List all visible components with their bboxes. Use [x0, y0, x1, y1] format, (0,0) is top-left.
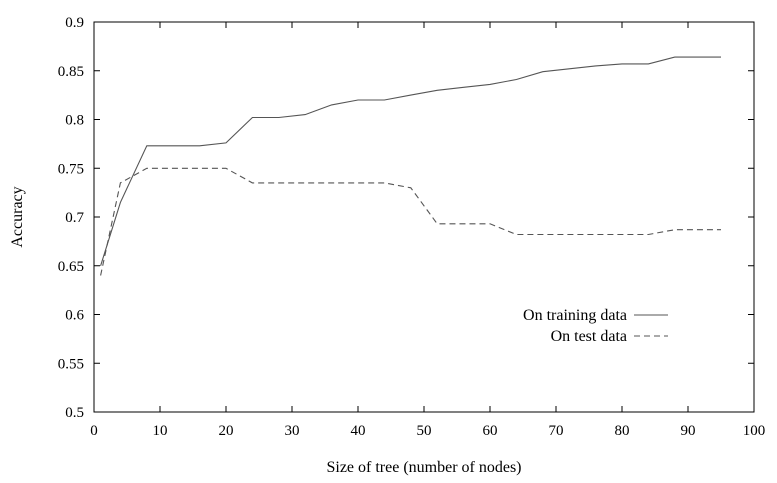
series-layer — [100, 56, 721, 276]
x-tick-label: 50 — [417, 423, 432, 439]
x-tick-label: 70 — [549, 423, 564, 439]
x-axis-label: Size of tree (number of nodes) — [326, 459, 521, 476]
y-tick-label: 0.65 — [58, 259, 84, 275]
y-tick-label: 0.5 — [65, 405, 84, 421]
y-tick-label: 0.55 — [58, 356, 84, 372]
series-line-test — [100, 167, 721, 276]
x-tick-label: 40 — [351, 423, 366, 439]
x-tick-label: 0 — [90, 423, 98, 439]
y-axis-label: Accuracy — [9, 186, 26, 247]
y-tick-label: 0.9 — [65, 15, 84, 31]
x-tick-label: 30 — [285, 423, 300, 439]
y-tick-label: 0.8 — [65, 113, 84, 129]
x-tick-label: 60 — [483, 423, 498, 439]
legend-label: On training data — [523, 307, 627, 324]
x-axis-ticks: 0 10 20 30 40 50 60 70 80 90 100 — [90, 22, 765, 439]
x-tick-label: 100 — [743, 423, 766, 439]
legend: On training data On test data — [523, 307, 668, 345]
plot-frame — [93, 21, 755, 413]
x-tick-label: 90 — [681, 423, 696, 439]
x-tick-label: 80 — [615, 423, 630, 439]
x-tick-label: 10 — [153, 423, 168, 439]
series-line-training — [100, 56, 721, 266]
y-tick-label: 0.75 — [58, 161, 84, 177]
legend-label: On test data — [551, 328, 627, 345]
y-axis-ticks: 0.5 0.55 0.6 0.65 0.7 0.75 0.8 0.85 0.9 — [58, 15, 754, 421]
x-tick-label: 20 — [219, 423, 234, 439]
y-tick-label: 0.6 — [65, 308, 84, 324]
y-tick-label: 0.7 — [65, 210, 84, 226]
y-tick-label: 0.85 — [58, 64, 84, 80]
